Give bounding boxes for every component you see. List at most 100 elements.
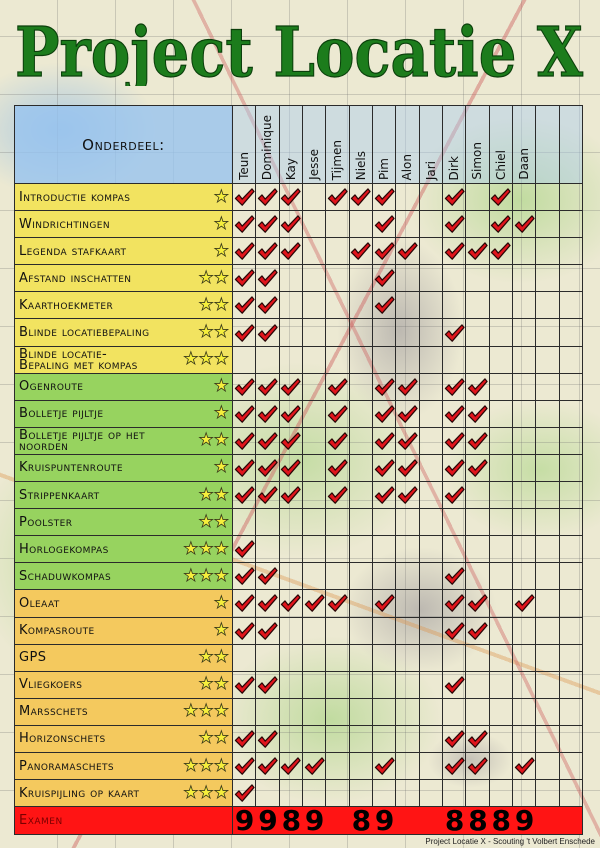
- star-icon: ★: [213, 376, 229, 397]
- progress-cell: [326, 752, 350, 781]
- check-icon: [234, 594, 255, 613]
- onderdeel-header: Onderdeel:: [15, 106, 233, 184]
- star-icon: ★: [198, 782, 214, 803]
- participant-name: Niels: [353, 150, 368, 180]
- star-icon: ★: [198, 322, 214, 343]
- progress-cell: [372, 265, 397, 293]
- progress-cell: [326, 644, 350, 672]
- progress-cell: [326, 238, 350, 266]
- progress-cell: [233, 265, 257, 293]
- progress-cell: [536, 346, 560, 374]
- progress-cell: [326, 536, 350, 564]
- check-icon: [257, 188, 278, 206]
- difficulty-stars: ★: [213, 403, 229, 424]
- progress-cell: [326, 427, 350, 455]
- row-label: Kaarthoekmeter: [19, 297, 114, 313]
- difficulty-stars: ★ ★: [198, 322, 229, 343]
- examen-grade: 8: [351, 803, 372, 837]
- progress-cell: [559, 536, 583, 564]
- star-icon: ★: [213, 403, 229, 424]
- progress-cell: [489, 373, 513, 401]
- row-label: Legenda stafkaart: [19, 243, 127, 259]
- row-label: Ogenroute: [19, 379, 84, 395]
- progress-cell: [466, 698, 490, 726]
- check-icon: [234, 242, 255, 261]
- progress-cell: [279, 400, 303, 428]
- participant-name: Pim: [377, 158, 392, 180]
- check-icon: [374, 757, 395, 775]
- progress-cell: [349, 698, 373, 726]
- progress-cell: [256, 536, 280, 564]
- progress-cell: [419, 671, 443, 699]
- progress-cell: [536, 238, 560, 266]
- progress-cell: [279, 780, 303, 808]
- progress-cell: [466, 238, 490, 266]
- progress-cell: [489, 454, 513, 483]
- check-icon: [514, 757, 535, 775]
- progress-cell: [302, 509, 327, 537]
- check-icon: [234, 405, 255, 423]
- progress-cell: [256, 454, 280, 483]
- progress-cell: [489, 617, 513, 645]
- check-icon: [257, 242, 278, 261]
- progress-cell: [419, 238, 443, 266]
- progress-cell: [302, 725, 327, 753]
- star-icon: ★: [183, 565, 199, 586]
- progress-cell: [326, 482, 350, 510]
- progress-cell: [396, 346, 420, 374]
- check-icon: [397, 486, 418, 504]
- progress-cell: [442, 238, 467, 266]
- progress-cell: [302, 427, 327, 455]
- progress-cell: [466, 373, 490, 401]
- progress-cell: [256, 292, 280, 320]
- progress-cell: [372, 780, 397, 808]
- examen-grade-cell: 8: [349, 803, 373, 837]
- examen-grade-cell: [396, 807, 420, 835]
- check-icon: [257, 432, 278, 450]
- examen-grade: 8: [491, 803, 512, 837]
- row-label: Kruispuntenroute: [19, 460, 123, 476]
- progress-cell: [396, 211, 420, 239]
- progress-cell: [279, 536, 303, 564]
- progress-cell: [233, 400, 257, 428]
- progress-cell: [256, 725, 280, 753]
- progress-cell: [396, 292, 420, 320]
- progress-cell: [372, 373, 397, 401]
- check-icon: [467, 621, 488, 640]
- participant-name: Daan: [517, 148, 532, 180]
- check-icon: [234, 323, 255, 342]
- progress-cell: [466, 400, 490, 428]
- star-icon: ★: [213, 511, 229, 532]
- progress-cell: [559, 725, 583, 753]
- progress-cell: [256, 427, 280, 455]
- participant-name: Chiel: [493, 149, 508, 180]
- participant-name: Jesse: [307, 149, 322, 180]
- progress-cell: [442, 265, 467, 293]
- footer-credit: Project Locatie X - Scouting 't Volbert …: [425, 837, 595, 846]
- check-icon: [257, 621, 278, 640]
- progress-cell: [233, 319, 257, 347]
- progress-cell: [536, 292, 560, 320]
- row-label-cell: Horlogekompas ★ ★ ★: [15, 536, 233, 564]
- star-icon: ★: [213, 701, 229, 722]
- progress-cell: [302, 482, 327, 510]
- progress-cell: [419, 509, 443, 537]
- progress-cell: [559, 373, 583, 401]
- progress-cell: [279, 509, 303, 537]
- star-icon: ★: [198, 538, 214, 559]
- participant-name: Dirk: [447, 155, 462, 180]
- progress-cell: [326, 725, 350, 753]
- progress-cell: [396, 617, 420, 645]
- row-label-cell: Marsschets ★ ★ ★: [15, 698, 233, 726]
- progress-cell: [536, 400, 560, 428]
- examen-grade-cell: 8: [466, 803, 490, 837]
- progress-cell: [489, 265, 513, 293]
- progress-cell: [419, 427, 443, 455]
- progress-cell: [279, 698, 303, 726]
- examen-grade: 8: [468, 803, 488, 837]
- progress-cell: [349, 671, 373, 699]
- star-icon: ★: [213, 647, 229, 668]
- progress-cell: [396, 590, 420, 618]
- progress-cell: [396, 238, 420, 266]
- participant-header: Jesse: [302, 106, 327, 184]
